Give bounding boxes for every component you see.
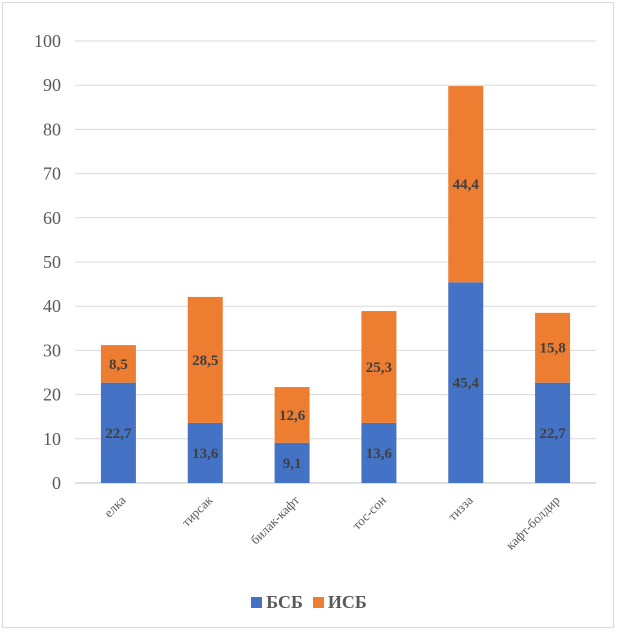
y-tick-label-80: 80 [43,119,61,139]
data-label-1-4: 13,6 [366,446,393,462]
data-label-2-4: 25,3 [366,360,392,376]
bar-1-3 [274,442,310,483]
x-tick-label-6: кафт-болдир [503,493,563,553]
legend-label-series-1: БСБ [266,592,303,612]
x-tick-label-2: тирсак [178,492,215,529]
bar-2-6 [535,312,571,383]
y-tick-label-100: 100 [34,31,61,51]
y-tick-label-90: 90 [43,75,61,95]
x-tick-label-5: тизза [445,492,476,523]
bar-1-6 [535,382,571,483]
data-label-2-2: 28,5 [192,353,218,369]
y-tick-label-70: 70 [43,164,61,184]
y-tick-label-0: 0 [52,473,61,493]
bar-2-5 [448,86,484,283]
bar-2-1 [100,345,136,383]
data-label-1-1: 22,7 [105,426,132,442]
bar-2-3 [274,387,310,443]
y-tick-label-40: 40 [43,296,61,316]
legend-label-series-2: ИСБ [327,592,367,612]
data-label-2-3: 12,6 [279,408,306,424]
legend-item-series-2: ИСБ [312,592,367,613]
legend-swatch-series-2 [312,597,324,608]
x-tick-label-4: тос-сон [349,492,389,532]
legend-item-series-1: БСБ [251,592,303,613]
legend: БСБ ИСБ [0,592,618,613]
data-label-2-1: 8,5 [109,357,128,373]
bar-1-1 [100,382,136,483]
bar-1-2 [187,422,223,483]
x-tick-label-3: билак-кафт [247,492,302,547]
y-tick-label-50: 50 [43,252,61,272]
bar-1-4 [361,422,397,483]
data-label-2-5: 44,4 [453,177,480,193]
y-tick-label-20: 20 [43,385,61,405]
y-tick-label-30: 30 [43,340,61,360]
y-tick-label-10: 10 [43,429,61,449]
bar-2-4 [361,311,397,423]
x-tick-label-1: елка [101,492,129,520]
bar-2-2 [187,296,223,423]
data-label-1-2: 13,6 [192,446,219,462]
data-label-2-6: 15,8 [539,341,565,357]
bar-1-5 [448,282,484,483]
data-label-1-3: 9,1 [283,456,302,472]
data-label-1-6: 22,7 [539,426,566,442]
data-label-1-5: 45,4 [453,376,480,392]
legend-swatch-series-1 [251,597,263,608]
y-tick-label-60: 60 [43,208,61,228]
